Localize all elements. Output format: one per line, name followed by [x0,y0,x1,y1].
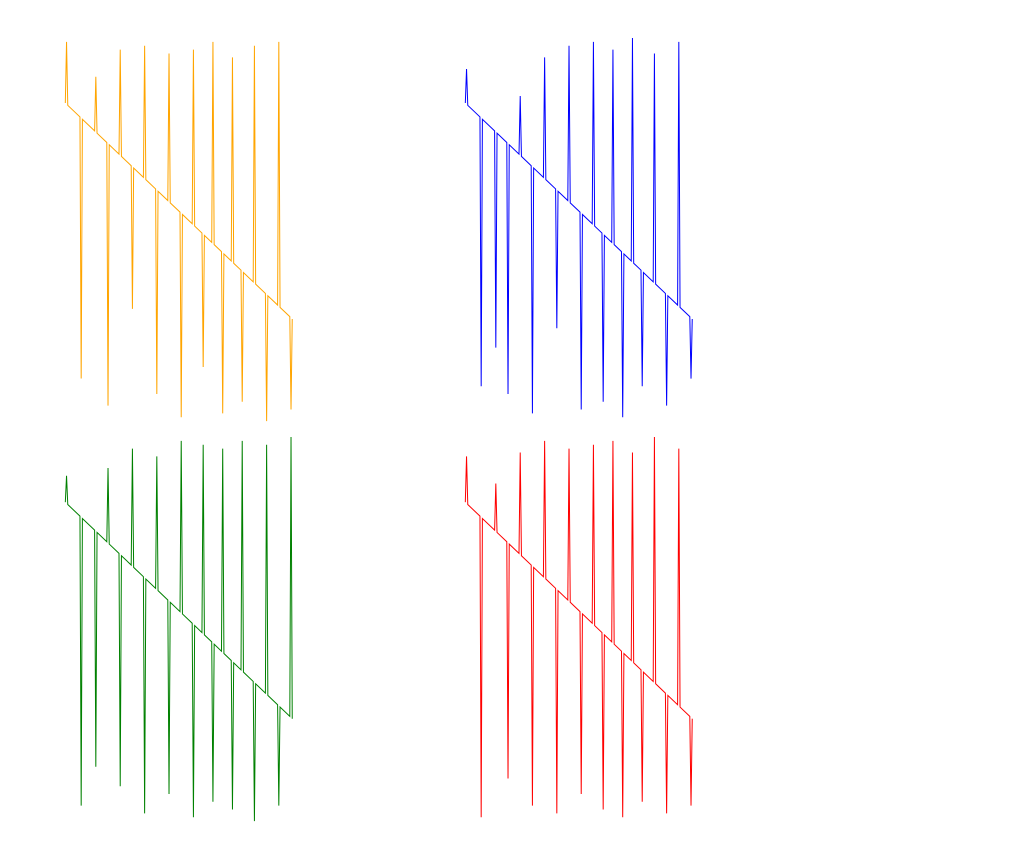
line-series [464,37,693,418]
line-series [464,436,693,818]
line-series [64,436,293,822]
line-series [64,41,293,422]
